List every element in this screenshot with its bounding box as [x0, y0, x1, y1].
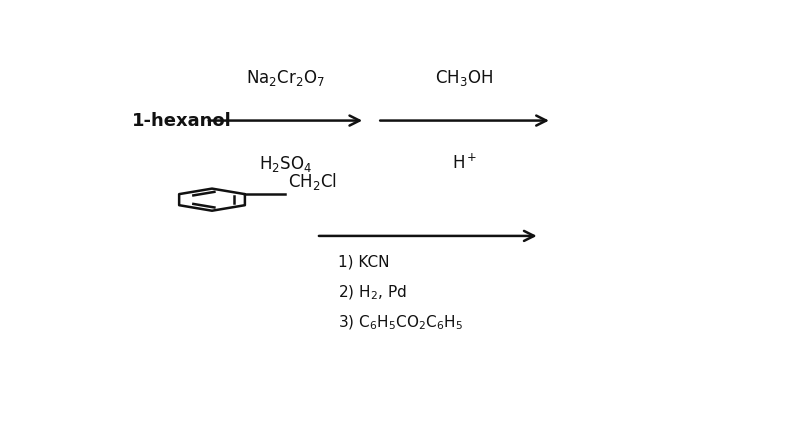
Text: CH$_3$OH: CH$_3$OH — [435, 68, 493, 88]
Text: 1) KCN: 1) KCN — [337, 254, 389, 269]
Text: 1-hexanol: 1-hexanol — [133, 112, 232, 130]
Text: CH$_2$Cl: CH$_2$Cl — [288, 172, 337, 193]
Text: H$_2$SO$_4$: H$_2$SO$_4$ — [259, 154, 312, 173]
Text: Na$_2$Cr$_2$O$_7$: Na$_2$Cr$_2$O$_7$ — [246, 68, 325, 88]
Text: 3) C$_6$H$_5$CO$_2$C$_6$H$_5$: 3) C$_6$H$_5$CO$_2$C$_6$H$_5$ — [337, 313, 462, 332]
Text: H$^+$: H$^+$ — [452, 154, 477, 173]
Text: 2) H$_2$, Pd: 2) H$_2$, Pd — [337, 284, 406, 302]
